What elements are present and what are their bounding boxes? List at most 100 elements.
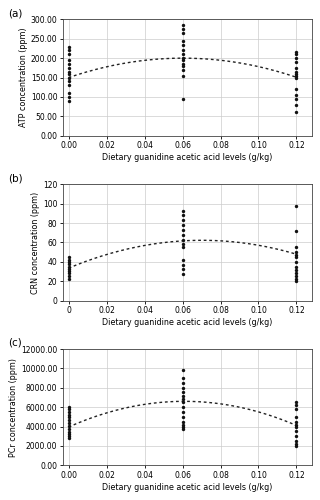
- Point: [180, 256, 185, 264]
- Point: [294, 398, 299, 406]
- X-axis label: Dietary guanidine acetic acid levels (g/kg): Dietary guanidine acetic acid levels (g/…: [102, 153, 272, 162]
- Point: [294, 437, 299, 445]
- Point: [294, 253, 299, 261]
- Point: [66, 253, 71, 261]
- Point: [66, 262, 71, 270]
- Point: [294, 58, 299, 66]
- Point: [180, 384, 185, 392]
- Point: [66, 275, 71, 283]
- Point: [66, 93, 71, 101]
- Point: [294, 420, 299, 428]
- Point: [180, 56, 185, 64]
- Point: [66, 272, 71, 280]
- Point: [66, 97, 71, 105]
- X-axis label: Dietary guanidine acetic acid levels (g/kg): Dietary guanidine acetic acid levels (g/…: [102, 318, 272, 327]
- Point: [180, 398, 185, 406]
- Point: [180, 236, 185, 244]
- Point: [180, 29, 185, 37]
- Point: [66, 258, 71, 266]
- Point: [294, 100, 299, 108]
- Point: [294, 275, 299, 283]
- Point: [180, 230, 185, 238]
- Point: [180, 240, 185, 248]
- Point: [294, 258, 299, 266]
- Point: [294, 72, 299, 80]
- Point: [294, 108, 299, 116]
- Point: [66, 434, 71, 442]
- Point: [180, 95, 185, 103]
- Point: [180, 243, 185, 251]
- Point: [294, 68, 299, 76]
- Point: [66, 68, 71, 76]
- Point: [294, 442, 299, 450]
- Point: [66, 428, 71, 436]
- Text: (b): (b): [8, 173, 23, 183]
- Point: [180, 212, 185, 220]
- Point: [66, 405, 71, 413]
- Point: [294, 413, 299, 421]
- Point: [66, 268, 71, 276]
- Point: [180, 40, 185, 48]
- Point: [180, 264, 185, 272]
- Point: [294, 54, 299, 62]
- Point: [180, 260, 185, 268]
- Point: [180, 22, 185, 30]
- Point: [294, 64, 299, 72]
- Point: [180, 403, 185, 411]
- Point: [180, 374, 185, 382]
- Point: [180, 392, 185, 400]
- Point: [294, 418, 299, 426]
- Point: [66, 89, 71, 97]
- Y-axis label: PCr concentration (ppm): PCr concentration (ppm): [9, 358, 18, 456]
- Point: [66, 418, 71, 426]
- Y-axis label: ATP concentration (ppm): ATP concentration (ppm): [19, 28, 28, 128]
- Point: [180, 46, 185, 54]
- Point: [180, 37, 185, 45]
- Point: [66, 416, 71, 424]
- Point: [180, 413, 185, 421]
- Point: [180, 408, 185, 416]
- Point: [180, 366, 185, 374]
- Point: [294, 248, 299, 256]
- Point: [294, 428, 299, 436]
- Point: [294, 50, 299, 58]
- Point: [66, 82, 71, 90]
- Point: [294, 266, 299, 274]
- Point: [294, 251, 299, 259]
- Point: [180, 379, 185, 387]
- Point: [180, 396, 185, 404]
- Y-axis label: CRN concentration (ppm): CRN concentration (ppm): [31, 192, 40, 294]
- Point: [66, 64, 71, 72]
- Point: [294, 262, 299, 270]
- Point: [66, 256, 71, 264]
- Point: [180, 60, 185, 68]
- Point: [66, 260, 71, 268]
- Point: [180, 221, 185, 229]
- Text: (a): (a): [8, 8, 22, 18]
- Point: [294, 272, 299, 280]
- Point: [66, 74, 71, 82]
- Point: [66, 411, 71, 419]
- Point: [180, 54, 185, 62]
- Point: [294, 402, 299, 409]
- Point: [294, 422, 299, 430]
- Point: [180, 270, 185, 278]
- Point: [294, 91, 299, 99]
- Point: [180, 422, 185, 430]
- Point: [180, 388, 185, 396]
- Point: [294, 74, 299, 82]
- Point: [294, 85, 299, 93]
- Point: [294, 243, 299, 251]
- Point: [66, 264, 71, 272]
- Point: [180, 72, 185, 80]
- Point: [294, 270, 299, 278]
- Point: [66, 56, 71, 64]
- Point: [180, 226, 185, 234]
- Point: [66, 432, 71, 440]
- Point: [66, 60, 71, 68]
- Point: [294, 70, 299, 78]
- Point: [66, 70, 71, 78]
- X-axis label: Dietary guanidine acetic acid levels (g/kg): Dietary guanidine acetic acid levels (g/…: [102, 482, 272, 492]
- Point: [180, 66, 185, 74]
- Point: [66, 78, 71, 86]
